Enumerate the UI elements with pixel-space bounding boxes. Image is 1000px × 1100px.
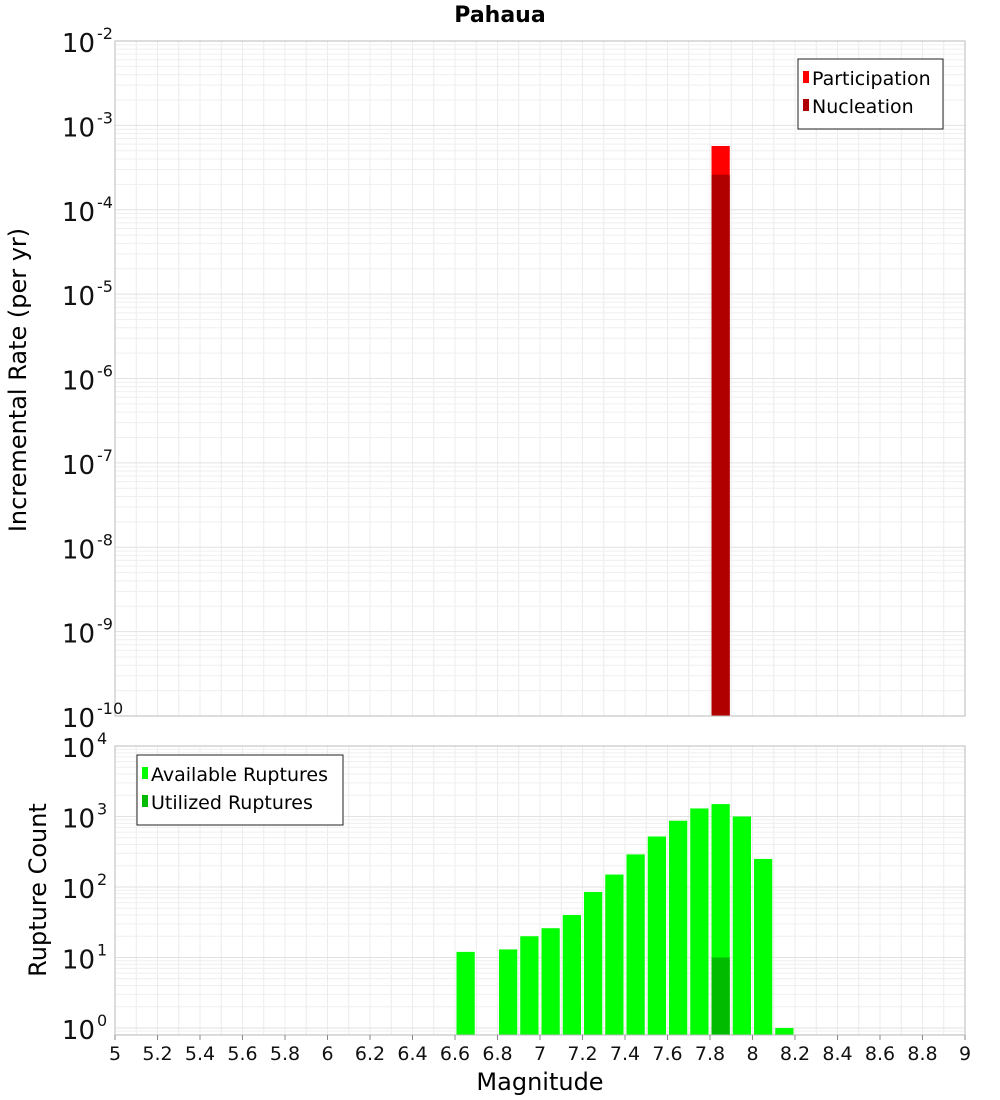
top-y-tick-label: 10 <box>62 29 95 59</box>
top-y-tick-label: 10 <box>62 367 95 397</box>
x-tick-label: 6 <box>321 1043 333 1065</box>
top-y-tick-exponent: -10 <box>97 699 123 718</box>
x-tick-label: 7.8 <box>695 1043 725 1065</box>
bottom-legend-swatch <box>142 795 148 807</box>
bottom-legend-box <box>136 754 344 826</box>
top-y-tick-exponent: -8 <box>97 530 113 549</box>
bottom-series-available-ruptures <box>456 804 794 1035</box>
bottom-y-tick-label: 10 <box>62 734 95 764</box>
top-y-tick-label: 10 <box>62 535 95 565</box>
bottom-y-tick-exponent: 0 <box>97 1011 107 1030</box>
top-legend-label: Participation <box>812 68 931 90</box>
bottom-y-tick-label: 10 <box>62 804 95 834</box>
bottom-bar <box>732 816 751 1035</box>
top-y-tick-label: 10 <box>62 113 95 143</box>
top-legend-box <box>797 58 944 130</box>
x-tick-label: 7.2 <box>567 1043 597 1065</box>
x-axis-label: Magnitude <box>476 1068 603 1096</box>
top-y-tick-label: 10 <box>62 198 95 228</box>
top-y-tick-exponent: -9 <box>97 615 113 634</box>
x-tick-label: 7.4 <box>610 1043 640 1065</box>
bottom-legend-swatch <box>142 767 148 779</box>
top-y-tick-exponent: -4 <box>97 193 113 212</box>
x-tick-label: 6.8 <box>482 1043 512 1065</box>
top-grid <box>114 41 966 717</box>
x-tick-label: 9 <box>959 1043 971 1065</box>
top-legend-label: Nucleation <box>812 96 914 118</box>
bottom-bar <box>605 874 624 1035</box>
bottom-legend-label: Available Ruptures <box>151 764 328 786</box>
bottom-y-tick-exponent: 4 <box>97 729 107 748</box>
top-legend-swatch <box>803 99 809 111</box>
top-frame <box>114 40 966 717</box>
top-series-nucleation <box>711 174 730 716</box>
bottom-y-tick-label: 10 <box>62 945 95 975</box>
chart-title: Pahaua <box>454 3 545 28</box>
top-y-tick-exponent: -2 <box>97 24 113 43</box>
top-y-tick-label: 10 <box>62 620 95 650</box>
x-tick-label: 8.4 <box>822 1043 852 1065</box>
top-y-tick-label: 10 <box>62 282 95 312</box>
bottom-bar <box>584 891 603 1035</box>
x-tick-label: 7 <box>534 1043 546 1065</box>
top-y-tick-exponent: -3 <box>97 108 113 127</box>
x-tick-label: 5.6 <box>227 1043 257 1065</box>
bottom-bar <box>690 808 709 1035</box>
bottom-bar <box>456 951 475 1035</box>
bottom-bar <box>626 854 645 1035</box>
bottom-bar <box>711 957 730 1035</box>
top-y-axis-label: Incremental Rate (per yr) <box>4 228 32 532</box>
bottom-y-tick-label: 10 <box>62 1016 95 1046</box>
top-y-tick-exponent: -5 <box>97 277 113 296</box>
bottom-bar <box>754 858 773 1035</box>
bottom-bar <box>647 836 666 1035</box>
top-y-tick-label: 10 <box>62 704 95 734</box>
bottom-bar <box>520 936 539 1035</box>
bottom-y-tick-label: 10 <box>62 875 95 905</box>
bottom-legend-label: Utilized Ruptures <box>151 792 313 814</box>
bottom-y-tick-exponent: 2 <box>97 870 107 889</box>
top-legend-swatch <box>803 71 809 83</box>
x-tick-label: 6.2 <box>355 1043 385 1065</box>
x-tick-label: 7.6 <box>652 1043 682 1065</box>
top-y-tick-exponent: -7 <box>97 446 113 465</box>
bottom-legend: Available Ruptures Utilized Ruptures <box>136 754 344 826</box>
x-tick-label: 8 <box>746 1043 758 1065</box>
bottom-bar <box>775 1027 794 1035</box>
bottom-bar <box>541 928 560 1035</box>
bottom-y-tick-exponent: 1 <box>97 940 107 959</box>
x-tick-label: 5.2 <box>142 1043 172 1065</box>
bottom-bar <box>562 915 581 1035</box>
bottom-y-axis-label: Rupture Count <box>24 803 52 977</box>
bottom-series-utilized-ruptures <box>711 957 730 1035</box>
x-tick-label: 8.8 <box>907 1043 937 1065</box>
top-y-tick-label: 10 <box>62 451 95 481</box>
top-legend: Participation Nucleation <box>797 58 944 130</box>
x-tick-label: 6.6 <box>440 1043 470 1065</box>
bottom-bar <box>499 949 518 1035</box>
top-y-tick-exponent: -6 <box>97 362 113 381</box>
x-tick-label: 5.4 <box>185 1043 215 1065</box>
x-tick-label: 6.4 <box>397 1043 427 1065</box>
x-tick-label: 5 <box>109 1043 121 1065</box>
bottom-bar <box>669 820 688 1035</box>
x-tick-label: 5.8 <box>270 1043 300 1065</box>
x-tick-label: 8.2 <box>780 1043 810 1065</box>
x-tick-label: 8.6 <box>865 1043 895 1065</box>
bottom-y-tick-exponent: 3 <box>97 799 107 818</box>
top-bar <box>711 174 730 716</box>
